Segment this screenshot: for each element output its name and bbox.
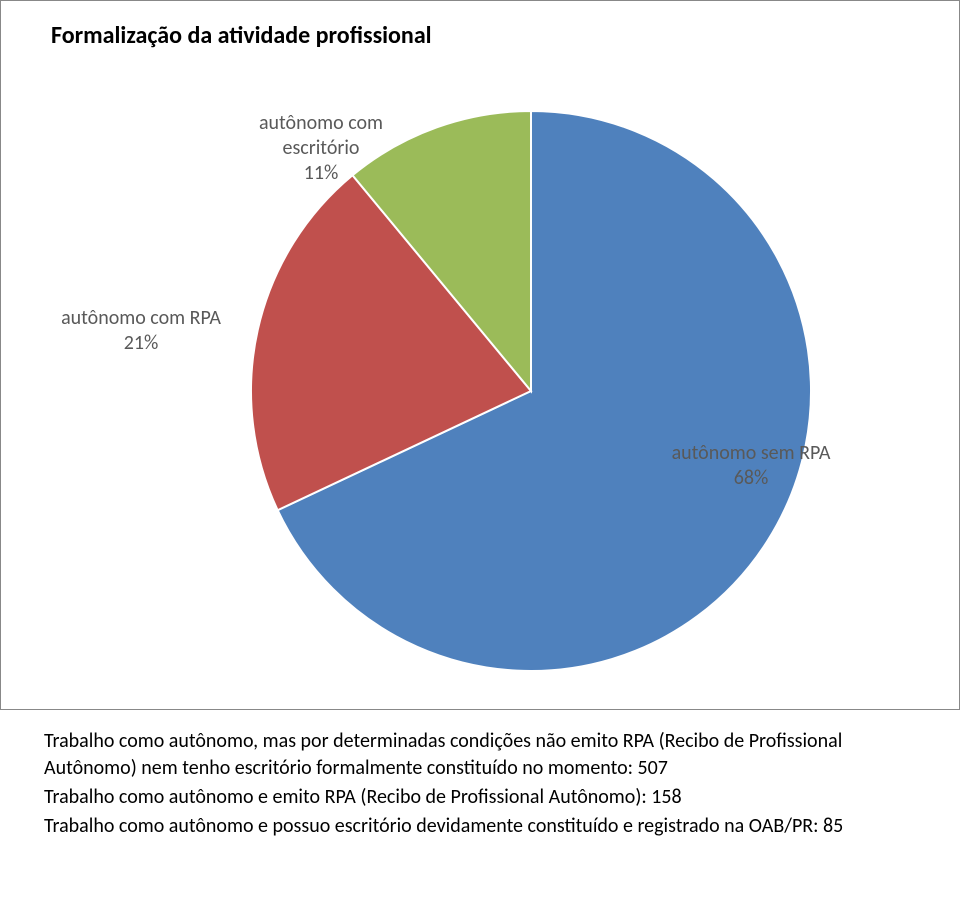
chart-title: Formalização da atividade profissional bbox=[51, 21, 432, 50]
slice-label-2-l1: autônomo com bbox=[226, 111, 416, 136]
body-p1: Trabalho como autônomo, mas por determin… bbox=[44, 728, 910, 782]
slice-label-1-l2: 21% bbox=[31, 331, 251, 356]
slice-label-2-l3: 11% bbox=[226, 161, 416, 186]
slice-label-1: autônomo com RPA 21% bbox=[31, 306, 251, 356]
slice-label-0-l1: autônomo sem RPA bbox=[641, 441, 861, 466]
chart-container: Formalização da atividade profissional a… bbox=[0, 0, 960, 710]
slice-label-2-l2: escritório bbox=[226, 136, 416, 161]
slice-label-2: autônomo com escritório 11% bbox=[226, 111, 416, 186]
slice-label-1-l1: autônomo com RPA bbox=[31, 306, 251, 331]
body-text: Trabalho como autônomo, mas por determin… bbox=[44, 728, 910, 840]
slice-label-0: autônomo sem RPA 68% bbox=[641, 441, 861, 491]
slice-label-0-l2: 68% bbox=[641, 466, 861, 491]
body-p2: Trabalho como autônomo e emito RPA (Reci… bbox=[44, 784, 910, 811]
body-p3: Trabalho como autônomo e possuo escritór… bbox=[44, 813, 910, 840]
